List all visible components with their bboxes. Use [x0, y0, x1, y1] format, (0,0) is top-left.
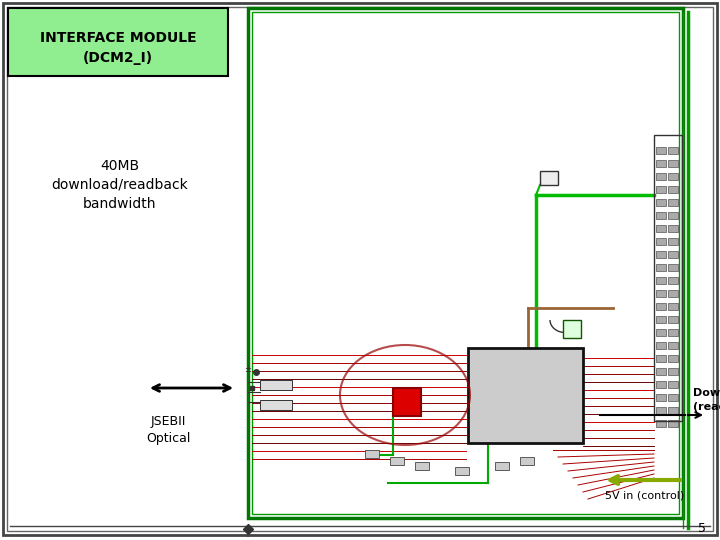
Bar [468, 348, 583, 443]
Bar [656, 186, 666, 193]
Bar [260, 400, 292, 410]
Bar [654, 135, 682, 421]
Bar [668, 225, 678, 232]
Text: (DCM2_I): (DCM2_I) [83, 51, 153, 65]
Bar [656, 212, 666, 219]
Bar [656, 316, 666, 323]
Text: 5: 5 [698, 522, 706, 535]
Bar [668, 238, 678, 245]
Bar [656, 160, 666, 167]
Bar [520, 457, 534, 465]
Bar [365, 450, 379, 458]
Bar [668, 303, 678, 310]
Bar [656, 381, 666, 388]
Text: Download
(readback): Download (readback) [693, 388, 720, 411]
Bar [248, 8, 683, 518]
Bar [668, 368, 678, 375]
Bar [656, 199, 666, 206]
Text: 5V in (control): 5V in (control) [605, 490, 684, 500]
Bar [668, 199, 678, 206]
Bar [390, 457, 404, 465]
Bar [668, 355, 678, 362]
Bar [563, 320, 581, 338]
Bar [656, 342, 666, 349]
Bar [668, 407, 678, 414]
Bar [495, 462, 509, 470]
Bar [668, 316, 678, 323]
Bar [656, 303, 666, 310]
Bar [260, 380, 292, 390]
Bar [8, 8, 228, 76]
Bar [668, 329, 678, 336]
Bar [668, 264, 678, 271]
Bar [668, 290, 678, 297]
Bar [656, 355, 666, 362]
Bar [668, 212, 678, 219]
Bar [668, 251, 678, 258]
Bar [668, 277, 678, 284]
Bar [668, 342, 678, 349]
Text: ±: ± [245, 366, 251, 375]
Bar [656, 264, 666, 271]
Text: 40MB
download/readback
bandwidth: 40MB download/readback bandwidth [52, 159, 189, 212]
Bar [540, 171, 558, 185]
Bar [656, 368, 666, 375]
Bar [656, 420, 666, 427]
Bar [668, 186, 678, 193]
Bar [656, 394, 666, 401]
Bar [393, 388, 421, 416]
Bar [668, 394, 678, 401]
Text: INTERFACE MODULE: INTERFACE MODULE [40, 31, 197, 45]
Bar [668, 381, 678, 388]
Bar [656, 225, 666, 232]
Bar [668, 160, 678, 167]
Bar [668, 420, 678, 427]
Bar [656, 277, 666, 284]
Bar [656, 290, 666, 297]
Bar [455, 467, 469, 475]
Bar [656, 407, 666, 414]
Bar [656, 329, 666, 336]
Bar [668, 173, 678, 180]
Bar [656, 251, 666, 258]
Bar [656, 147, 666, 154]
Bar [656, 238, 666, 245]
Text: JSEBII
Optical: JSEBII Optical [146, 415, 190, 445]
Bar [415, 462, 429, 470]
Bar [668, 147, 678, 154]
Bar [656, 173, 666, 180]
Bar [252, 12, 679, 514]
